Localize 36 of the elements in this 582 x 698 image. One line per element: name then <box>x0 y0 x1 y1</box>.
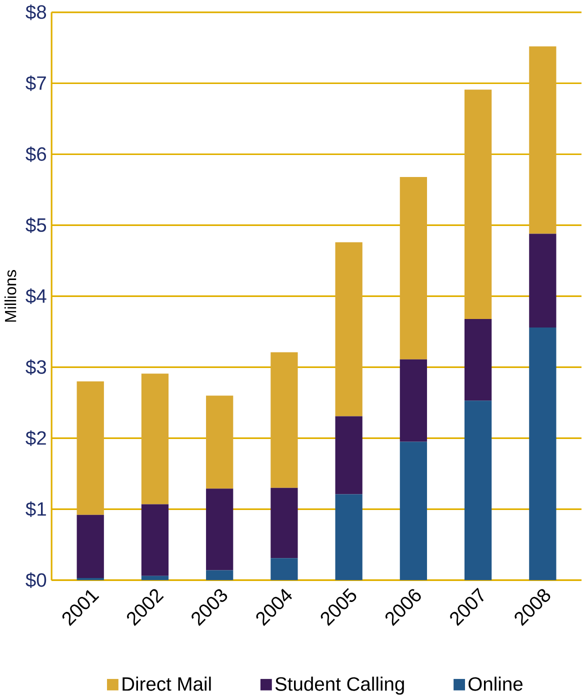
y-axis-title: Millions <box>4 270 16 322</box>
bar <box>76 514 104 578</box>
y-tick-label: $7 <box>26 75 46 92</box>
legend-label: Direct Mail <box>122 676 211 691</box>
bar <box>464 318 492 401</box>
legend-label: Student Calling <box>275 676 404 695</box>
bar <box>528 234 556 328</box>
bar <box>270 488 298 558</box>
y-tick-label: $8 <box>26 4 46 20</box>
bar <box>400 359 427 442</box>
bar <box>335 494 362 580</box>
y-tick-label: $6 <box>26 146 46 162</box>
bar <box>206 488 234 570</box>
y-tick-label: $2 <box>26 430 46 446</box>
bar <box>335 416 362 494</box>
bar <box>464 90 492 319</box>
legend-label: Online <box>468 676 522 691</box>
bar <box>335 242 362 416</box>
bar <box>400 176 427 360</box>
bar <box>206 396 234 489</box>
bar <box>141 576 168 580</box>
bar <box>528 46 556 234</box>
bar <box>400 442 427 580</box>
bar <box>528 327 556 580</box>
y-tick-label: $1 <box>26 501 46 518</box>
bar <box>464 400 492 580</box>
y-tick-label: $3 <box>26 359 46 376</box>
bar <box>76 381 104 515</box>
y-tick-label: $0 <box>26 572 46 588</box>
bar <box>270 352 298 488</box>
bar <box>141 374 168 504</box>
y-tick-label: $5 <box>26 217 46 234</box>
bar <box>206 570 234 580</box>
y-tick-label: $4 <box>26 288 46 304</box>
bar <box>270 558 298 580</box>
bar <box>141 504 168 576</box>
